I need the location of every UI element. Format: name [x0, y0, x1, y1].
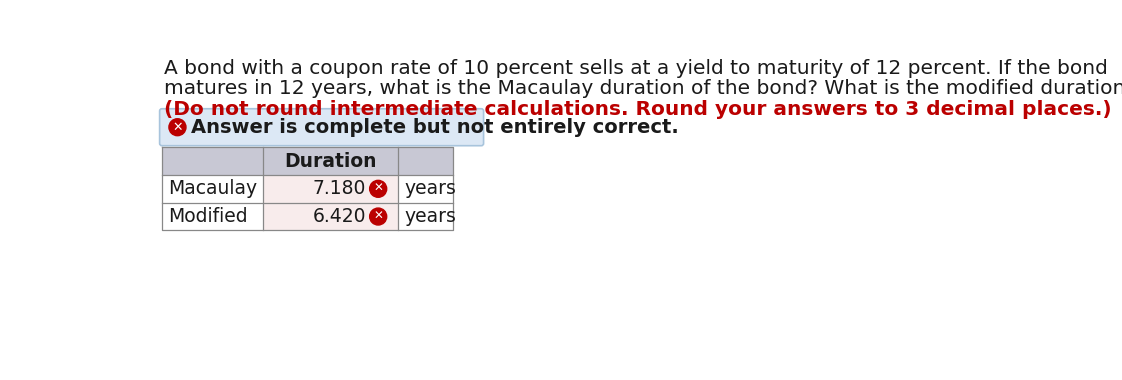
FancyBboxPatch shape — [263, 175, 398, 203]
Text: ✕: ✕ — [374, 182, 383, 195]
FancyBboxPatch shape — [162, 175, 263, 203]
Text: matures in 12 years, what is the Macaulay duration of the bond? What is the modi: matures in 12 years, what is the Macaula… — [164, 79, 1122, 98]
FancyBboxPatch shape — [398, 203, 452, 230]
FancyBboxPatch shape — [398, 175, 452, 203]
Text: Duration: Duration — [284, 152, 377, 171]
Text: Macaulay: Macaulay — [168, 179, 257, 198]
FancyBboxPatch shape — [263, 203, 398, 230]
Text: years: years — [405, 179, 457, 198]
Text: years: years — [405, 207, 457, 226]
Circle shape — [369, 180, 387, 197]
Text: (Do not round intermediate calculations. Round your answers to 3 decimal places.: (Do not round intermediate calculations.… — [164, 100, 1111, 119]
FancyBboxPatch shape — [162, 203, 263, 230]
Text: ✕: ✕ — [172, 121, 183, 134]
Text: 6.420: 6.420 — [312, 207, 366, 226]
FancyBboxPatch shape — [162, 147, 452, 175]
Text: ✕: ✕ — [374, 210, 383, 223]
Text: 7.180: 7.180 — [312, 179, 366, 198]
Text: Modified: Modified — [168, 207, 248, 226]
Circle shape — [369, 208, 387, 225]
Text: Answer is complete but not entirely correct.: Answer is complete but not entirely corr… — [191, 118, 679, 137]
Text: A bond with a coupon rate of 10 percent sells at a yield to maturity of 12 perce: A bond with a coupon rate of 10 percent … — [164, 59, 1107, 78]
FancyBboxPatch shape — [159, 109, 484, 146]
Circle shape — [169, 119, 186, 136]
